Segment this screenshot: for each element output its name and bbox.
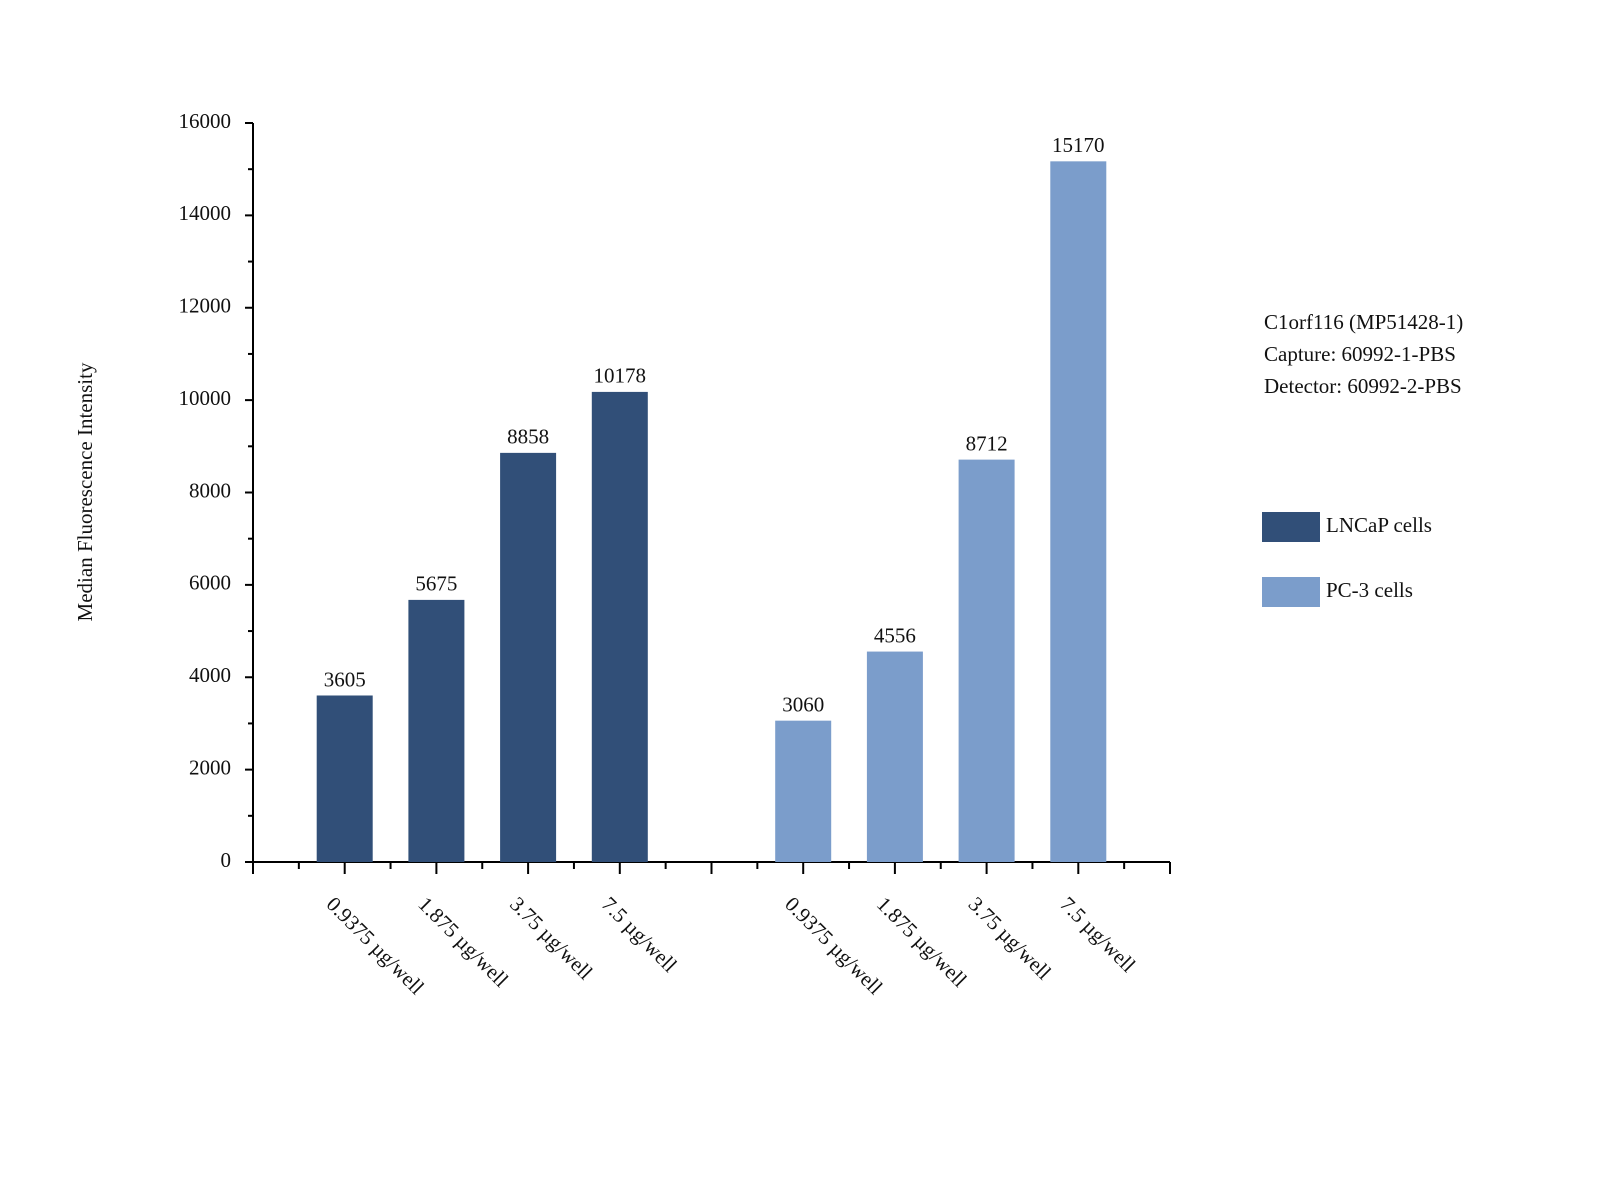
bar [591, 391, 648, 862]
y-tick-label: 12000 [179, 294, 232, 318]
y-tick-label: 16000 [179, 109, 232, 133]
legend-swatch [1262, 512, 1320, 542]
y-tick-label: 6000 [189, 571, 231, 595]
bar [316, 695, 373, 862]
x-tick-label: 7.5 µg/well [1055, 892, 1140, 977]
legend-swatch [1262, 577, 1320, 607]
value-label: 3605 [324, 667, 366, 691]
bar [775, 720, 832, 862]
annotation: C1orf116 (MP51428-1) [1264, 310, 1463, 334]
x-tick-label: 1.875 µg/well [872, 892, 972, 992]
y-tick-label: 0 [221, 848, 232, 872]
value-label: 15170 [1052, 133, 1105, 157]
bar [500, 452, 557, 862]
annotation: Detector: 60992-2-PBS [1264, 374, 1462, 398]
bar [866, 651, 923, 862]
value-label: 8858 [507, 425, 549, 449]
value-label: 8712 [966, 431, 1008, 455]
y-tick-label: 4000 [189, 663, 231, 687]
legend-label: LNCaP cells [1326, 513, 1432, 537]
value-label: 4556 [874, 623, 916, 647]
bar [408, 599, 465, 862]
y-tick-label: 8000 [189, 478, 231, 502]
x-tick-label: 1.875 µg/well [413, 892, 513, 992]
x-tick-label: 3.75 µg/well [505, 892, 597, 984]
annotation: Capture: 60992-1-PBS [1264, 342, 1456, 366]
bar [1050, 161, 1107, 862]
bar [958, 459, 1015, 862]
value-label: 5675 [415, 572, 457, 596]
y-tick-label: 2000 [189, 755, 231, 779]
x-tick-label: 7.5 µg/well [597, 892, 682, 977]
legend-label: PC-3 cells [1326, 578, 1413, 602]
y-tick-label: 10000 [179, 386, 232, 410]
y-axis-label: Median Fluorescence Intensity [73, 362, 97, 621]
x-tick-label: 3.75 µg/well [964, 892, 1056, 984]
value-label: 10178 [594, 364, 647, 388]
value-label: 3060 [782, 692, 824, 716]
y-tick-label: 14000 [179, 201, 232, 225]
